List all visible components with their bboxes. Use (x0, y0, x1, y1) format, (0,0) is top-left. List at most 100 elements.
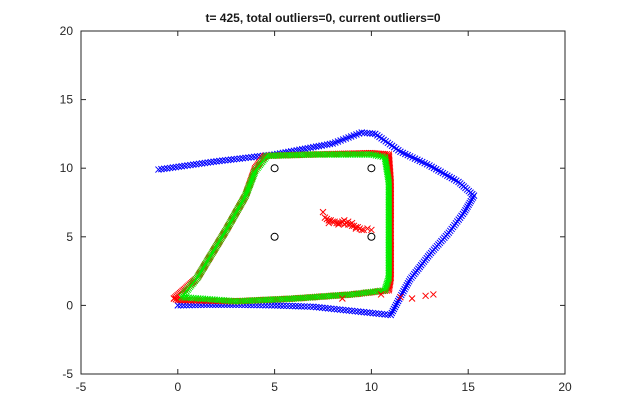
data-point (363, 129, 371, 137)
data-point (358, 226, 366, 234)
data-point (245, 154, 252, 161)
data-point (325, 216, 333, 224)
data-point (361, 129, 368, 137)
data-point (292, 302, 299, 310)
data-point (326, 140, 334, 148)
data-point (463, 205, 470, 212)
data-point (177, 301, 185, 309)
data-point (319, 208, 327, 216)
y-tick-label: 20 (60, 24, 74, 38)
data-point (388, 309, 396, 317)
data-point (368, 226, 375, 234)
data-point (385, 249, 393, 257)
y-tick-label: 10 (60, 161, 74, 175)
data-point (289, 302, 296, 310)
data-point (318, 142, 325, 149)
data-point (298, 302, 305, 310)
data-point (339, 295, 346, 302)
data-point (385, 258, 393, 265)
data-point (408, 295, 416, 302)
x-tick-label: 0 (174, 380, 181, 394)
data-point (385, 235, 393, 242)
data-point (295, 302, 302, 310)
data-point (307, 144, 314, 152)
data-point (286, 302, 293, 310)
data-point (358, 129, 366, 136)
x-tick-label: 10 (365, 380, 379, 394)
data-point (268, 301, 275, 309)
data-point (399, 289, 406, 297)
chart-title: t= 425, total outliers=0, current outlie… (205, 11, 440, 25)
data-point (385, 264, 393, 272)
data-point (385, 253, 393, 260)
data-point (466, 199, 474, 207)
data-point (469, 194, 477, 201)
y-tick-label: 5 (66, 230, 73, 244)
series-2 (178, 151, 393, 305)
data-point (340, 221, 348, 228)
data-point (274, 302, 281, 309)
data-point (406, 275, 414, 283)
data-point (462, 206, 469, 214)
data-point (250, 153, 258, 161)
data-point (366, 129, 374, 137)
data-point (233, 155, 241, 163)
data-point (321, 141, 328, 149)
data-point (401, 285, 408, 293)
data-point (385, 261, 393, 269)
data-point (251, 169, 258, 176)
data-point (391, 303, 399, 311)
data-point (298, 145, 306, 153)
data-point (385, 246, 393, 254)
data-point (390, 305, 398, 313)
x-tick-label: 20 (558, 380, 572, 394)
data-point (306, 303, 314, 311)
data-point (174, 302, 182, 309)
data-point (400, 287, 407, 295)
chart-marks (155, 129, 478, 319)
data-point (301, 145, 309, 153)
data-point (180, 293, 188, 301)
data-point (467, 197, 475, 205)
data-point (385, 269, 393, 277)
data-point (216, 157, 223, 165)
data-point (213, 157, 220, 165)
data-point (335, 219, 342, 227)
data-point (392, 301, 400, 309)
data-point (280, 302, 287, 310)
data-point (348, 219, 356, 227)
data-point (385, 241, 393, 249)
series-0 (155, 129, 478, 319)
axes: -5 0 5 10 15 20 -5 0 5 10 15 20 (60, 24, 572, 394)
data-point (178, 293, 186, 301)
data-point (422, 292, 429, 300)
landmark-marker (270, 232, 279, 241)
data-point (403, 281, 411, 289)
data-point (248, 153, 255, 161)
data-point (385, 240, 393, 247)
data-point (470, 192, 478, 199)
data-point (405, 277, 413, 285)
data-point (402, 283, 410, 291)
data-point (227, 156, 235, 163)
data-point (360, 226, 368, 234)
data-point (397, 293, 404, 301)
data-point (397, 291, 405, 299)
x-tick-label: -5 (76, 380, 87, 394)
data-point (385, 259, 393, 267)
data-point (344, 218, 352, 226)
data-point (301, 303, 308, 310)
data-point (323, 141, 331, 148)
data-point (385, 243, 393, 251)
data-point (465, 201, 472, 209)
y-tick-label: -5 (62, 367, 73, 381)
data-point (385, 244, 393, 252)
data-point (309, 303, 317, 311)
data-point (385, 236, 393, 244)
data-point (385, 238, 393, 246)
data-point (385, 233, 393, 241)
data-point (186, 301, 193, 309)
data-point (170, 295, 178, 302)
